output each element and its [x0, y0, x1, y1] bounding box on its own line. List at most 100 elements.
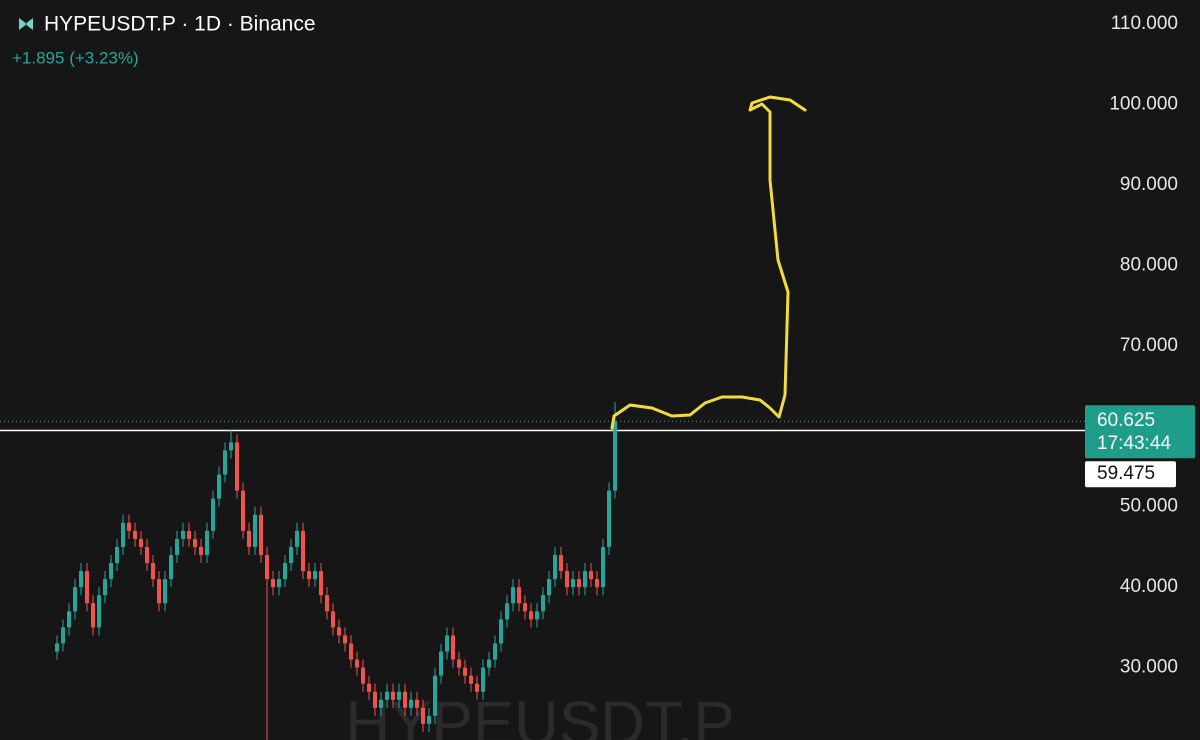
candle-body [187, 530, 191, 539]
candle-body [181, 530, 185, 539]
candle-body [571, 579, 575, 588]
symbol-title: HYPEUSDT.P · 1D · Binance [44, 13, 316, 36]
countdown-label: 17:43:44 [1097, 433, 1171, 454]
candle-body [385, 691, 389, 700]
candle-body [55, 643, 59, 652]
candle-body [79, 571, 83, 588]
candle-body [445, 635, 449, 652]
candle-body [529, 611, 533, 620]
candle-body [199, 546, 203, 555]
candle-body [295, 530, 299, 547]
candle-body [145, 546, 149, 564]
candle-body [115, 546, 119, 564]
candle-body [139, 538, 143, 547]
candle-body [613, 421, 617, 491]
candle-body [457, 659, 461, 668]
candle-body [535, 611, 539, 620]
y-tick-label: 110.000 [1111, 13, 1178, 34]
candle-body [205, 530, 209, 555]
candle-body [607, 490, 611, 547]
price-axis: 30.00040.00050.00060.00070.00080.00090.0… [1085, 13, 1195, 678]
candle-body [433, 675, 437, 716]
candle-body [97, 595, 101, 628]
line-price-box [1085, 461, 1176, 488]
candle-body [577, 579, 581, 588]
candle-body [373, 691, 377, 708]
y-tick-label: 50.000 [1120, 496, 1178, 517]
y-tick-label: 90.000 [1120, 174, 1178, 195]
candle-body [343, 635, 347, 644]
candle-body [277, 579, 281, 588]
candle-body [547, 579, 551, 596]
candle-body [403, 691, 407, 708]
price-change: +1.895 (+3.23%) [12, 48, 139, 67]
candle-body [565, 571, 569, 588]
candle-body [337, 627, 341, 636]
candle-body [283, 563, 287, 580]
symbol-icon [19, 18, 33, 30]
candle-body [517, 587, 521, 604]
candle-body [217, 474, 221, 499]
candle-body [499, 619, 503, 644]
candle-body [379, 699, 383, 708]
candle-body [463, 667, 467, 676]
candle-body [301, 530, 305, 572]
candle-body [271, 579, 275, 588]
candle-body [109, 563, 113, 580]
candle-body [223, 450, 227, 475]
candle-body [355, 659, 359, 668]
y-tick-label: 40.000 [1120, 576, 1178, 597]
line-price-label: 59.475 [1097, 463, 1155, 484]
candle-body [247, 530, 251, 547]
last-price-label: 60.625 [1097, 410, 1155, 431]
candle-body [541, 595, 545, 612]
candle-body [487, 659, 491, 668]
y-tick-label: 80.000 [1120, 254, 1178, 275]
candle-body [325, 595, 329, 612]
candle-body [451, 635, 455, 660]
candle-body [421, 707, 425, 724]
last-price-box [1085, 405, 1195, 459]
candle-body [127, 522, 131, 531]
candle-body [163, 579, 167, 604]
y-tick-label: 30.000 [1120, 657, 1178, 678]
candle-body [523, 603, 527, 612]
candle-body [211, 498, 215, 531]
candle-body [553, 554, 557, 580]
candle-body [469, 675, 473, 684]
candle-body [85, 571, 89, 604]
candle-body [511, 587, 515, 604]
candle-body [61, 627, 65, 644]
candle-body [391, 691, 395, 700]
candle-body [505, 603, 509, 620]
candle-body [493, 643, 497, 660]
candle-body [475, 683, 479, 692]
plot-area [0, 402, 1085, 740]
candle-body [415, 699, 419, 708]
candle-body [397, 691, 401, 700]
candle-body [91, 603, 95, 628]
candle-body [253, 514, 257, 547]
candle-body [439, 651, 443, 676]
candle-body [259, 514, 263, 555]
candle-body [265, 554, 269, 580]
candle-body [319, 571, 323, 596]
candle-body [361, 667, 365, 684]
candle-body [241, 490, 245, 531]
candle-body [409, 699, 413, 708]
y-tick-label: 100.000 [1109, 93, 1178, 114]
candle-body [313, 571, 317, 580]
candle-body [289, 546, 293, 564]
candle-body [481, 667, 485, 692]
candle-body [589, 571, 593, 580]
candle-body [151, 563, 155, 580]
drawn-annotation [610, 95, 807, 430]
candle-body [169, 554, 173, 580]
candle-body [67, 611, 71, 628]
candle-body [103, 579, 107, 596]
candle-body [583, 571, 587, 588]
candle-body [349, 643, 353, 660]
